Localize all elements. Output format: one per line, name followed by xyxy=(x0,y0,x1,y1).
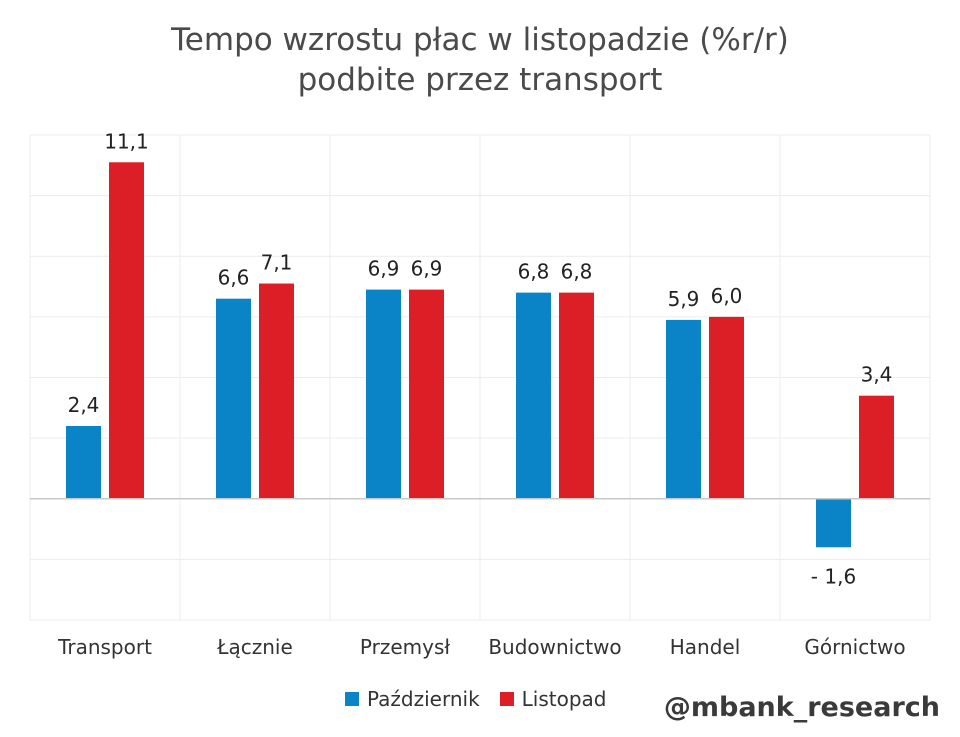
data-label-series-0-1: 6,6 xyxy=(218,266,250,290)
data-label-series-1-2: 6,9 xyxy=(411,257,443,281)
category-label: Górnictwo xyxy=(804,635,905,659)
bar-series-1-4 xyxy=(709,316,744,499)
category-label: Handel xyxy=(670,635,741,659)
bar-chart: 2,4 11,1 Transport 6,6 7,1 Łącznie 6,9 6,9 Przem… xyxy=(29,129,931,659)
bar-series-0-5 xyxy=(816,498,851,548)
legend-label-listopad: Listopad xyxy=(521,687,607,711)
category-label: Budownictwo xyxy=(488,635,621,659)
chart-title-line-2: podbite przez transport xyxy=(297,62,663,98)
category-label: Transport xyxy=(57,635,152,659)
data-label-series-0-3: 6,8 xyxy=(518,260,550,284)
data-label-series-0-5: - 1,6 xyxy=(811,564,856,588)
chart-title: Tempo wzrostu płac w listopadzie (%r/r) … xyxy=(0,20,960,100)
legend-item-pazdziernik: Październik xyxy=(345,687,480,711)
legend-swatch-pazdziernik xyxy=(345,692,359,706)
bar-series-0-0 xyxy=(66,426,101,499)
data-label-series-0-4: 5,9 xyxy=(668,287,700,311)
legend-swatch-listopad xyxy=(499,692,514,706)
data-label-series-0-0: 2,4 xyxy=(68,393,100,417)
bar-series-1-2 xyxy=(409,289,444,499)
chart-legend: Październik Listopad xyxy=(345,685,627,713)
category-label: Przemysł xyxy=(360,635,450,659)
bar-series-1-5 xyxy=(859,395,894,499)
legend-item-listopad: Listopad xyxy=(499,687,607,711)
bar-series-0-3 xyxy=(516,292,551,499)
data-label-series-1-4: 6,0 xyxy=(711,284,743,308)
data-label-series-0-2: 6,9 xyxy=(368,257,400,281)
legend-label-pazdziernik: Październik xyxy=(367,687,480,711)
chart-title-line-1: Tempo wzrostu płac w listopadzie (%r/r) xyxy=(171,22,789,58)
bar-series-0-2 xyxy=(366,289,401,499)
bar-series-1-1 xyxy=(259,283,294,499)
category-label: Łącznie xyxy=(216,635,293,659)
data-label-series-1-0: 11,1 xyxy=(104,129,149,153)
data-label-series-1-3: 6,8 xyxy=(561,260,593,284)
data-label-series-1-1: 7,1 xyxy=(261,251,293,275)
data-label-series-1-5: 3,4 xyxy=(861,363,893,387)
credit-handle: @mbank_research xyxy=(663,692,940,723)
bar-series-0-4 xyxy=(666,319,701,499)
bar-series-1-0 xyxy=(109,162,144,499)
bar-series-0-1 xyxy=(216,298,251,499)
bar-series-1-3 xyxy=(559,292,594,499)
